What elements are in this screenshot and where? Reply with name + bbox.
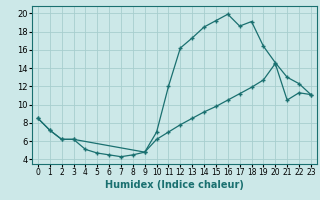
X-axis label: Humidex (Indice chaleur): Humidex (Indice chaleur) [105,180,244,190]
